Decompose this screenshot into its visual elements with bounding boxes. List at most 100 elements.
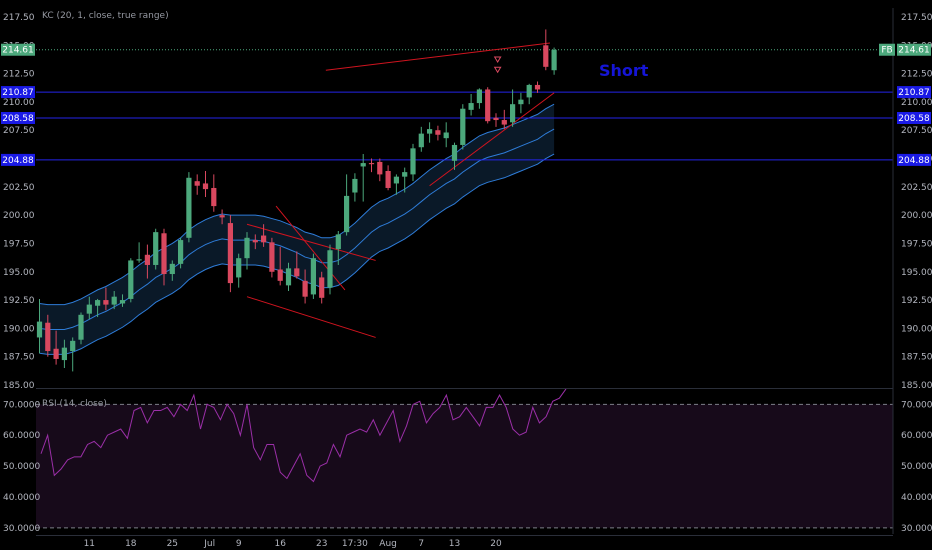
candle xyxy=(402,167,408,193)
candle-body xyxy=(36,321,43,338)
candle-body xyxy=(61,347,67,361)
candle-body xyxy=(111,296,117,305)
candle-body xyxy=(269,242,275,272)
candle-body xyxy=(360,163,366,167)
sell-marker xyxy=(493,56,502,63)
time-tick-label: 17:30 xyxy=(342,539,368,549)
candle xyxy=(144,244,150,279)
candle xyxy=(252,234,258,250)
candle xyxy=(493,113,499,127)
candle xyxy=(227,215,233,293)
candle-body xyxy=(410,148,416,175)
symbol-tag xyxy=(879,43,895,56)
candle-body xyxy=(128,260,134,299)
candle xyxy=(236,253,242,288)
candle xyxy=(194,174,200,195)
candle-body xyxy=(178,240,184,264)
level-tag-left-text: 210.87 xyxy=(2,88,34,98)
candle xyxy=(111,291,117,310)
candle xyxy=(277,246,283,286)
candle-body xyxy=(161,233,167,275)
candle xyxy=(36,298,43,354)
price-tick-label: 190.00 xyxy=(901,324,932,334)
level-tag-left xyxy=(1,153,35,166)
candle xyxy=(335,231,341,265)
price-tick-label: 202.50 xyxy=(901,183,932,193)
price-tick-label-left: 212.50 xyxy=(3,70,35,80)
candle-body xyxy=(460,108,466,145)
price-tick-label-left: 195.00 xyxy=(3,268,35,278)
candle-body xyxy=(144,254,150,265)
rsi-tick-label: 70.0000 xyxy=(901,400,932,410)
rsi-tick-label: 50.0000 xyxy=(901,462,932,472)
candle-body xyxy=(211,187,217,207)
candle xyxy=(95,298,101,318)
rsi-pane xyxy=(36,388,893,529)
level-tag-left xyxy=(1,112,35,125)
candle-body xyxy=(468,103,474,110)
candle-body xyxy=(53,348,59,359)
symbol-tag-text: FB xyxy=(881,46,892,56)
candle-body xyxy=(45,322,51,352)
candle-body xyxy=(551,49,557,71)
time-tick-label: 20 xyxy=(490,539,502,549)
candle xyxy=(61,339,67,369)
candle-body xyxy=(327,250,333,288)
candle-body xyxy=(136,259,142,261)
candle xyxy=(186,172,192,243)
time-tick-label: 23 xyxy=(316,539,327,549)
candle-body xyxy=(277,269,283,281)
candle xyxy=(427,122,433,143)
candle xyxy=(418,126,424,152)
price-tick-label: 217.50 xyxy=(901,13,932,23)
candle-body xyxy=(302,280,308,297)
candle xyxy=(410,143,416,182)
candle xyxy=(344,174,350,236)
candle-body xyxy=(153,232,159,265)
candle-body xyxy=(385,170,391,188)
time-tick-label: Aug xyxy=(379,539,397,549)
kc-indicator-label[interactable]: KC (20, 1, close, true range) xyxy=(42,11,169,21)
candle-body xyxy=(294,268,300,277)
candle xyxy=(261,224,267,247)
candle-body xyxy=(518,99,524,105)
time-tick-label: 25 xyxy=(167,539,178,549)
candle-body xyxy=(119,300,126,304)
candle xyxy=(319,271,325,304)
trend-drawings xyxy=(246,42,555,338)
candle-body xyxy=(493,117,499,121)
rsi-tick-label-left: 50.0000 xyxy=(3,462,40,472)
candle xyxy=(360,154,366,202)
rsi-tick-label-left: 70.0000 xyxy=(3,400,40,410)
candle-body xyxy=(443,132,449,139)
candle xyxy=(451,142,458,170)
level-tag-left-text: 208.58 xyxy=(2,114,34,124)
price-tick-label: 210.00 xyxy=(901,98,932,108)
candle xyxy=(161,228,167,286)
price-tick-label: 195.00 xyxy=(901,268,932,278)
candle xyxy=(86,296,92,320)
candle xyxy=(128,258,134,303)
time-tick-label: Jul xyxy=(203,539,215,549)
candle-body xyxy=(244,237,250,259)
last-price-tag-right xyxy=(897,43,931,56)
last-price-tag-left-text: 214.61 xyxy=(2,46,34,56)
price-tick-label: 197.50 xyxy=(901,239,932,249)
candle-body xyxy=(202,183,209,190)
level-tag-right xyxy=(897,86,931,99)
rsi-indicator-label[interactable]: RSI (14, close) xyxy=(42,399,107,409)
candle-body xyxy=(418,133,424,148)
price-tick-label-left: 200.00 xyxy=(3,211,35,221)
price-tick-label-left: 192.50 xyxy=(3,296,35,306)
time-tick-label: 18 xyxy=(125,539,137,549)
candle-body xyxy=(510,104,516,123)
candlesticks xyxy=(36,29,557,372)
candle-body xyxy=(236,258,242,278)
wedge-lower-line xyxy=(429,92,555,187)
candle xyxy=(294,251,300,279)
candle-body xyxy=(194,181,200,186)
last-price-tag-right-text: 214.61 xyxy=(898,46,930,56)
candle xyxy=(518,92,524,114)
triangle-diagonal xyxy=(275,205,346,291)
